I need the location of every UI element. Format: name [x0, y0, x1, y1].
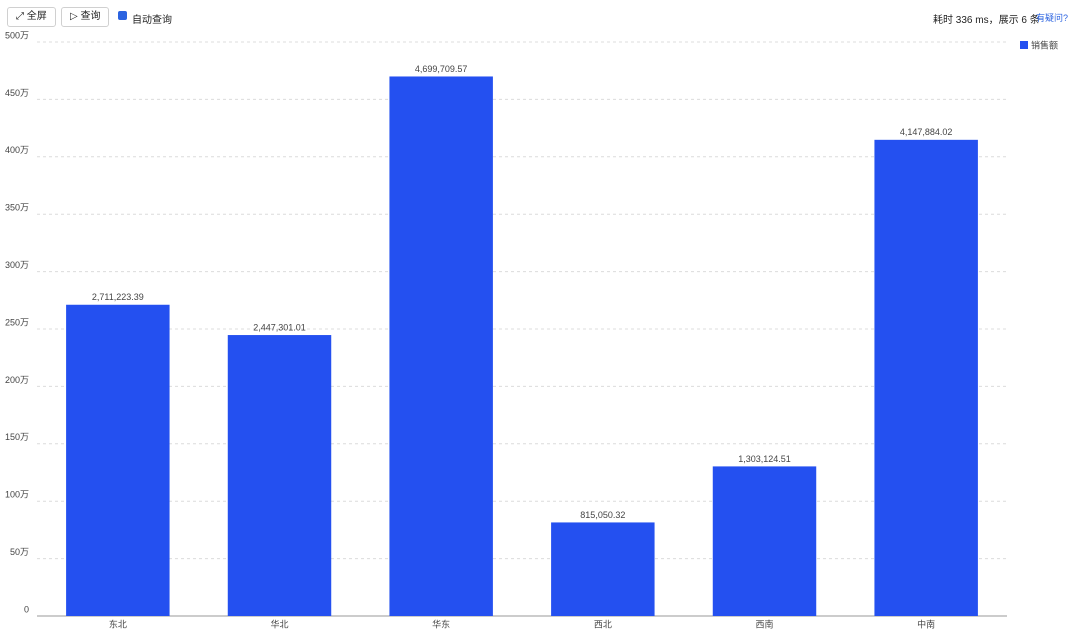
legend-label: 销售额 [1031, 39, 1058, 50]
y-tick-label: 450万 [5, 88, 29, 98]
bar [874, 139, 978, 616]
value-label: 2,711,223.39 [92, 292, 144, 302]
auto-query-label: 自动查询 [132, 15, 172, 26]
value-label: 815,050.32 [580, 510, 625, 520]
y-tick-label: 250万 [5, 317, 29, 327]
bar [712, 466, 817, 616]
fullscreen-button[interactable]: ⤢ 全屏 [7, 7, 56, 27]
auto-query-checkbox[interactable] [118, 11, 127, 20]
legend-swatch [1020, 41, 1028, 49]
y-tick-label: 350万 [5, 203, 29, 213]
y-tick-label: 300万 [5, 260, 29, 270]
x-tick-label: 华东 [432, 618, 450, 629]
y-tick-label: 500万 [5, 30, 29, 40]
bar [227, 335, 332, 616]
query-button[interactable]: ▷ 查询 [61, 7, 110, 27]
x-tick-label: 西南 [755, 618, 773, 629]
x-tick-label: 东北 [109, 618, 127, 629]
fullscreen-label: 全屏 [26, 11, 47, 22]
value-label: 2,447,301.01 [253, 322, 306, 332]
y-tick-label: 400万 [5, 145, 29, 155]
y-tick-label: 0 [24, 604, 29, 614]
value-label: 4,147,884.02 [900, 127, 953, 137]
value-label: 4,699,709.57 [415, 64, 468, 74]
y-tick-label: 50万 [10, 547, 29, 557]
status-text: 耗时 336 ms，展示 6 条 [933, 15, 1040, 26]
bar [66, 304, 170, 616]
x-tick-label: 华北 [270, 618, 288, 629]
query-label: 查询 [80, 11, 101, 22]
y-tick-label: 150万 [5, 432, 29, 442]
x-tick-label: 西北 [594, 619, 612, 629]
y-tick-label: 100万 [5, 490, 29, 500]
value-label: 1,303,124.51 [738, 454, 791, 464]
y-tick-label: 200万 [5, 375, 29, 385]
help-link[interactable]: 有疑问? [1036, 13, 1069, 23]
bar [551, 522, 655, 616]
x-tick-label: 中南 [917, 618, 935, 629]
bar [389, 76, 493, 617]
